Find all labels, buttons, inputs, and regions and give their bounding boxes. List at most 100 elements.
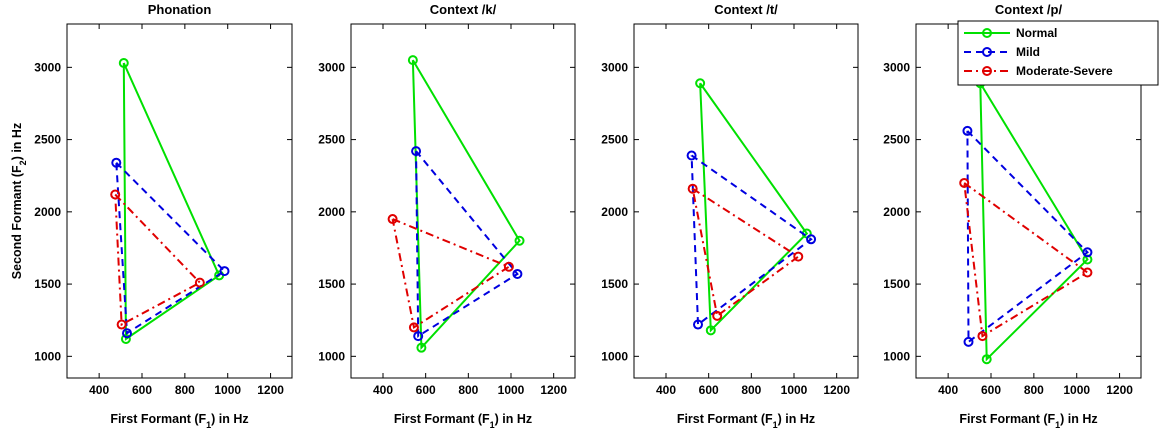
panel-title: Context /t/ <box>714 2 778 17</box>
x-tick-label: 400 <box>656 383 676 397</box>
x-axis-label-sub: 1 <box>206 420 211 430</box>
axes-box <box>633 23 859 379</box>
y-tick-label: 2000 <box>883 205 910 219</box>
y-tick-label: 2500 <box>601 133 628 147</box>
x-tick-label: 1000 <box>781 383 808 397</box>
x-tick-label: 600 <box>416 383 436 397</box>
x-axis-label: First Formant (F1) in Hz <box>959 412 1097 430</box>
x-axis-label-sub: 1 <box>1055 420 1060 430</box>
data-point-normal <box>981 354 992 365</box>
x-axis-label-tail: ) in Hz <box>1060 412 1098 426</box>
data-point-mild <box>413 331 424 342</box>
panel-title: Context /k/ <box>430 2 497 17</box>
series-line-moderate-severe <box>691 187 801 318</box>
y-tick-label: 3000 <box>318 60 345 74</box>
data-point-mild <box>411 146 422 157</box>
x-tick-label: 800 <box>1024 383 1044 397</box>
data-point-mild <box>512 268 523 279</box>
x-tick-label: 600 <box>699 383 719 397</box>
y-tick-label: 2000 <box>34 205 61 219</box>
y-tick-label: 1500 <box>318 277 345 291</box>
x-tick-label: 1200 <box>823 383 850 397</box>
legend-marker-mild <box>982 47 992 57</box>
data-point-moderate-severe <box>408 322 419 333</box>
series-line-normal <box>122 62 221 341</box>
legend-label-moderate-severe: Moderate-Severe <box>1016 64 1113 78</box>
x-tick-label: 800 <box>458 383 478 397</box>
data-point-normal <box>407 55 418 66</box>
data-point-normal <box>514 235 525 246</box>
y-tick-label: 1000 <box>34 349 61 363</box>
data-point-mild <box>963 336 974 347</box>
data-point-moderate-severe <box>687 183 698 194</box>
data-point-moderate-severe <box>116 319 127 330</box>
data-point-moderate-severe <box>110 189 121 200</box>
y-axis-label-sub: 2 <box>18 160 28 165</box>
x-tick-label: 1000 <box>498 383 525 397</box>
x-tick-label: 1000 <box>214 383 241 397</box>
x-tick-label: 1000 <box>1063 383 1090 397</box>
x-tick-label: 800 <box>741 383 761 397</box>
data-point-mild <box>111 157 122 168</box>
x-axis-label-sub: 1 <box>490 420 495 430</box>
data-point-normal <box>118 58 129 69</box>
legend-label-normal: Normal <box>1016 26 1057 40</box>
series-line-mild <box>115 162 227 335</box>
series-line-mild <box>415 150 519 338</box>
x-axis-label-text: First Formant (F <box>394 412 490 426</box>
y-tick-label: 2000 <box>601 205 628 219</box>
y-tick-label: 1500 <box>883 277 910 291</box>
x-tick-label: 1200 <box>540 383 567 397</box>
x-tick-label: 400 <box>89 383 109 397</box>
data-point-normal <box>120 333 131 344</box>
x-axis-label-text: First Formant (F <box>959 412 1055 426</box>
x-axis-label-text: First Formant (F <box>677 412 773 426</box>
y-tick-label: 1000 <box>318 349 345 363</box>
series-line-moderate-severe <box>963 182 1090 338</box>
data-point-mild <box>1082 247 1093 258</box>
x-tick-label: 600 <box>132 383 152 397</box>
panel-4: 400 600 800 1000 1200 1000 1500 2000 2500 3000 Con… <box>883 2 1159 430</box>
data-point-moderate-severe <box>712 310 723 321</box>
data-point-normal <box>416 342 427 353</box>
y-tick-label: 1500 <box>34 277 61 291</box>
y-tick-label: 2500 <box>34 133 61 147</box>
data-point-mild <box>962 125 973 136</box>
series-line-normal <box>699 82 809 333</box>
data-point-mild <box>122 328 132 339</box>
data-point-moderate-severe <box>793 251 804 262</box>
data-point-mild <box>686 150 697 161</box>
data-point-moderate-severe <box>977 331 988 342</box>
x-axis-label-tail: ) in Hz <box>495 412 533 426</box>
y-axis-label-text: Second Formant (F <box>10 165 24 279</box>
x-tick-label: 1200 <box>1106 383 1133 397</box>
x-axis-label-tail: ) in Hz <box>211 412 249 426</box>
legend-marker-normal <box>982 28 992 38</box>
y-axis-label: Second Formant (F2) in Hz <box>10 123 28 279</box>
legend-label-mild: Mild <box>1016 45 1040 59</box>
data-point-normal <box>695 78 706 89</box>
series-line-normal <box>979 82 1089 362</box>
x-axis-label-sub: 1 <box>773 420 778 430</box>
x-tick-label: 400 <box>938 383 958 397</box>
y-tick-label: 2500 <box>883 133 910 147</box>
panel-2: 400 600 800 1000 1200 1000 1500 2000 2500 3000 Con… <box>318 2 576 430</box>
y-tick-label: 1500 <box>601 277 628 291</box>
y-axis-label-tail: ) in Hz <box>10 123 24 161</box>
panel-title: Phonation <box>148 2 212 17</box>
data-point-mild <box>693 319 703 330</box>
x-axis-label: First Formant (F1) in Hz <box>394 412 532 430</box>
x-tick-label: 600 <box>981 383 1001 397</box>
y-tick-label: 3000 <box>34 60 61 74</box>
data-point-moderate-severe <box>959 177 970 188</box>
x-axis-label-tail: ) in Hz <box>778 412 816 426</box>
axes-box <box>66 23 293 379</box>
series-line-moderate-severe <box>114 193 202 327</box>
x-tick-label: 800 <box>175 383 195 397</box>
x-axis-label: First Formant (F1) in Hz <box>677 412 815 430</box>
x-tick-label: 400 <box>373 383 393 397</box>
panel-title: Context /p/ <box>995 2 1063 17</box>
data-point-mild <box>219 266 230 277</box>
x-axis-label: First Formant (F1) in Hz <box>110 412 248 430</box>
y-tick-label: 2500 <box>318 133 345 147</box>
